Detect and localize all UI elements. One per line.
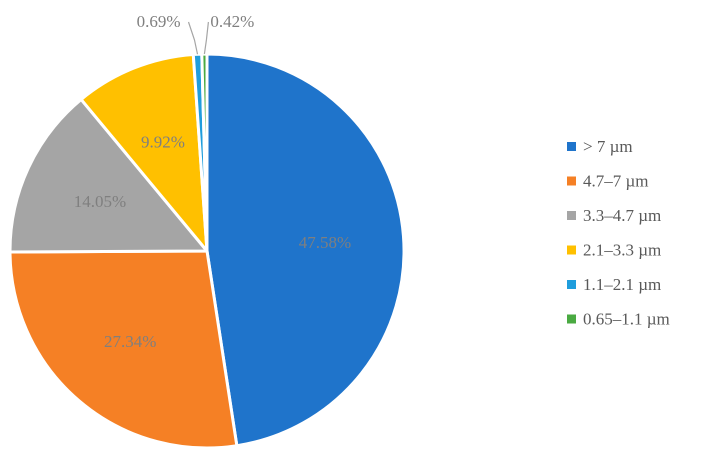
legend-label: 1.1–2.1 µm [583,275,661,294]
pie-slice [205,52,406,448]
leader-lines [187,21,209,55]
pie-slice [8,249,239,450]
data-labels: 47.58% 27.34% 14.05% 9.92% 0.69% 0.42% [74,12,351,351]
leader-line [187,21,199,55]
data-label: 0.69% [137,12,181,31]
legend-label: 3.3–4.7 µm [583,206,661,225]
legend-swatch [567,211,576,220]
legend: > 7 µm 4.7–7 µm 3.3–4.7 µm 2.1–3.3 µm 1.1–2.… [567,137,670,329]
legend-label: 4.7–7 µm [583,172,649,191]
pie-slice [200,52,209,253]
legend-swatch [567,314,576,324]
legend-swatch [567,176,576,186]
legend-swatch [567,245,576,255]
data-label: 14.05% [74,192,126,211]
legend-label: > 7 µm [583,137,633,156]
leader-line [203,21,209,55]
legend-swatch [567,280,576,289]
legend-swatch [567,142,576,151]
pie-slice [79,52,209,253]
pie-slices [8,52,406,450]
data-label: 9.92% [141,132,185,151]
legend-label: 0.65–1.1 µm [583,310,670,329]
pie-slice [8,97,209,254]
data-label: 47.58% [299,233,351,252]
data-label: 27.34% [104,332,156,351]
data-label: 0.42% [210,12,254,31]
legend-label: 2.1–3.3 µm [583,241,661,260]
